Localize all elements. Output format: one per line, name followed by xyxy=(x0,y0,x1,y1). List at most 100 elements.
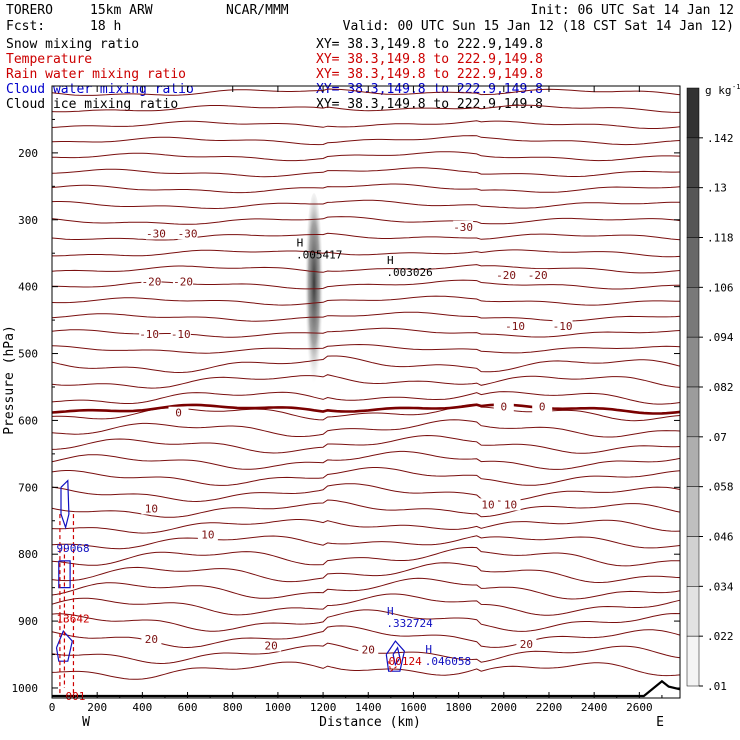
temperature-contour-line xyxy=(51,120,681,129)
colorbar-label: .022 xyxy=(707,630,734,643)
max-marker-h: H xyxy=(387,605,394,618)
field-xy-3: XY= 38.3,149.8 to 222.9,149.8 xyxy=(316,82,543,97)
contour-label-bg xyxy=(139,327,160,340)
colorbar-label: .094 xyxy=(707,331,734,344)
temperature-contour-label: 10 xyxy=(504,498,517,511)
x-tick-label-400: 400 xyxy=(132,701,152,714)
colorbar-label: .034 xyxy=(707,580,734,593)
rain-water-contours xyxy=(59,514,397,695)
temperature-contour-line xyxy=(51,562,681,584)
contour-label-bg xyxy=(493,400,514,413)
max-value-label: .046058 xyxy=(425,655,471,668)
x-tick-label-200: 200 xyxy=(87,701,107,714)
colorbar-unit: g kg xyxy=(705,84,732,97)
temperature-contour-label: -20 xyxy=(173,276,193,289)
cloud-water-contours xyxy=(55,479,406,672)
temperature-contour-label: -30 xyxy=(178,227,198,240)
y-tick-label-200: 200 xyxy=(18,147,38,160)
cloud-water-contour xyxy=(55,629,73,662)
temperature-contour-line xyxy=(51,295,681,306)
colorbar: g kg -1 .142 .13 .118 .106 .094 .082 .07 .058 .0… xyxy=(686,83,740,693)
contour-label-bg xyxy=(177,227,198,240)
contour-labels: -30 -30 -30 -20 -20 -20 -20 -10 -10 -10 -10 0 0 0 10 10… xyxy=(139,220,573,657)
max-value-label: .003026 xyxy=(386,266,432,279)
colorbar-label: .058 xyxy=(707,481,734,494)
colorbar-label: .046 xyxy=(707,531,734,544)
x-tick-label-1400: 1400 xyxy=(355,701,382,714)
ground-surface xyxy=(52,679,681,698)
colorbar-segment xyxy=(686,336,700,388)
temperature-contour-line xyxy=(51,374,681,389)
y-tick-label-900: 900 xyxy=(18,615,38,628)
temperature-contour-label: 20 xyxy=(145,633,158,646)
y-tick-label-600: 600 xyxy=(18,414,38,427)
temperature-contour-line xyxy=(51,88,681,96)
contour-label-bg xyxy=(168,406,189,419)
rain-water-contour xyxy=(388,661,397,673)
snow-shading xyxy=(305,193,324,394)
x-tick-label-2600: 2600 xyxy=(626,701,653,714)
contour-label-bg xyxy=(141,502,162,515)
y-tick-label-400: 400 xyxy=(18,281,38,294)
temperature-contour-line xyxy=(51,403,681,422)
temperature-contour-label: -20 xyxy=(141,276,161,289)
temperature-contour-line xyxy=(51,199,680,210)
temperature-contour-label: 20 xyxy=(362,644,375,657)
temperature-contour-line xyxy=(51,661,681,680)
temperature-contour-line xyxy=(52,249,681,258)
temperature-contour-label: -10 xyxy=(171,328,191,341)
temperature-contour-line xyxy=(51,216,681,225)
max-value-label: .005417 xyxy=(296,249,342,262)
contour-label-bg xyxy=(532,400,553,413)
colorbar-segment xyxy=(686,436,700,487)
temperature-contour-line xyxy=(51,467,681,486)
colorbar-segment xyxy=(686,635,700,687)
plot-area: -30 -30-30-20 -20-20 -20-10 -10-10 -100 0 01010… xyxy=(12,85,681,714)
colorbar-segment xyxy=(686,187,700,238)
temperature-contour-line xyxy=(51,519,681,534)
colorbar-label: .142 xyxy=(707,132,734,145)
contour-label-bg xyxy=(145,227,166,240)
temperature-contour-line xyxy=(51,232,681,241)
x-axis-label: Distance (km) xyxy=(319,715,421,730)
y-tick-label-500: 500 xyxy=(18,348,38,361)
contour-label-bg xyxy=(358,643,379,656)
contour-label-bg xyxy=(527,268,548,281)
west-endpoint-label: W xyxy=(82,715,90,730)
x-tick-label-1600: 1600 xyxy=(400,701,427,714)
x-tick-label-600: 600 xyxy=(178,701,198,714)
x-tick-label-2200: 2200 xyxy=(536,701,563,714)
colorbar-segment xyxy=(686,237,700,288)
temperature-contour-label: 10 xyxy=(145,502,158,515)
temperature-contour-line xyxy=(51,535,681,550)
contour-label-bg xyxy=(170,327,191,340)
temperature-contour-label: 0 xyxy=(175,407,182,420)
x-tick-label-2000: 2000 xyxy=(491,701,518,714)
field-name-1: Temperature xyxy=(6,52,92,67)
temperature-contour-line xyxy=(51,135,681,146)
temperature-contour-line xyxy=(51,450,681,470)
temperature-contour-label: 10 xyxy=(481,498,494,511)
contour-label-bg xyxy=(141,632,162,645)
temperature-contours xyxy=(51,88,681,680)
colorbar-label: .082 xyxy=(707,381,734,394)
cloud-water-contour xyxy=(60,479,70,530)
temperature-contour-label: 0 xyxy=(539,401,546,414)
temperature-contour-label: 0 xyxy=(500,401,507,414)
temperature-contour-label: -20 xyxy=(528,269,548,282)
snow-shading-blob xyxy=(305,193,324,394)
y-tick-label-800: 800 xyxy=(18,548,38,561)
y-tick-label-700: 700 xyxy=(18,481,38,494)
y-axis-label: Pressure (hPa) xyxy=(2,325,17,435)
contour-label-bg xyxy=(197,528,218,541)
temperature-contour-label: -10 xyxy=(505,320,525,333)
colorbar-label: .13 xyxy=(707,182,727,195)
max-value-label: 99068 xyxy=(57,542,90,555)
colorbar-segment xyxy=(686,586,700,637)
contour-label-bg xyxy=(141,275,162,288)
x-tick-label-1000: 1000 xyxy=(265,701,292,714)
model-config: 15km ARW xyxy=(90,3,153,18)
fcst-label: Fcst: xyxy=(6,19,45,34)
temperature-contour-label: -30 xyxy=(453,221,473,234)
